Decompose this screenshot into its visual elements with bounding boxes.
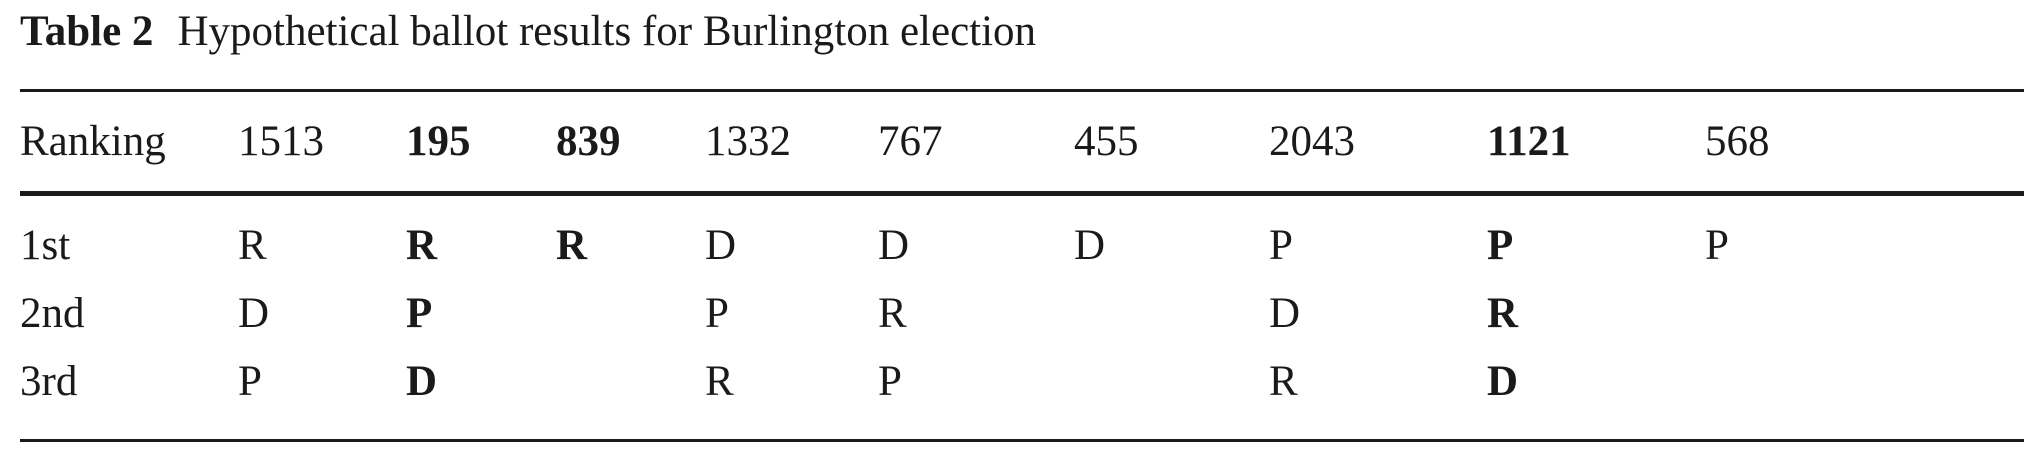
table-cell: D — [705, 221, 737, 269]
table-cell: R — [406, 221, 438, 269]
table-cell: P — [1269, 221, 1293, 269]
ballot-results-table: Ranking 1513 195 839 1332 767 455 2043 1… — [20, 92, 1785, 415]
row-spacer — [20, 191, 1785, 211]
table-cell: P — [878, 357, 902, 405]
top-rule — [20, 89, 2024, 92]
table-cell: R — [556, 221, 588, 269]
header-cell-ballot-count: 195 — [406, 118, 471, 165]
table-cell — [1705, 279, 1785, 347]
header-cell-ballot-count: 1332 — [705, 118, 791, 165]
table-cell — [556, 279, 705, 347]
table-cell: R — [1487, 289, 1519, 337]
table-cell: D — [878, 221, 910, 269]
table-cell: P — [1487, 221, 1514, 269]
header-cell-ballot-count: 1121 — [1487, 118, 1571, 165]
table-cell: D — [406, 357, 438, 405]
table-row: 3rd P D R P R D — [20, 347, 1785, 415]
header-cell-ranking: Ranking — [20, 118, 166, 165]
table-cell: P — [238, 357, 262, 405]
table-caption: Table 2 Hypothetical ballot results for B… — [20, 6, 1036, 58]
rank-label: 3rd — [20, 357, 78, 405]
rank-label: 2nd — [20, 289, 85, 337]
table-cell: D — [1074, 221, 1106, 269]
table-cell: P — [406, 289, 433, 337]
header-cell-ballot-count: 455 — [1074, 118, 1139, 165]
table-cell: P — [1705, 221, 1729, 269]
header-cell-ballot-count: 839 — [556, 118, 621, 165]
bottom-rule — [20, 439, 2024, 442]
header-rule — [20, 191, 2024, 196]
rank-label: 1st — [20, 221, 71, 269]
table-cell: D — [1269, 289, 1301, 337]
header-cell-ballot-count: 1513 — [238, 118, 324, 165]
table-cell: D — [238, 289, 270, 337]
header-cell-ballot-count: 2043 — [1269, 118, 1355, 165]
header-cell-ballot-count: 767 — [878, 118, 943, 165]
table-cell: P — [705, 289, 729, 337]
table-number: Table 2 — [20, 8, 154, 55]
table-row: 2nd D P P R D R — [20, 279, 1785, 347]
table-cell: R — [238, 221, 267, 269]
table-cell — [1074, 279, 1269, 347]
table-cell — [556, 347, 705, 415]
table-cell: R — [878, 289, 907, 337]
header-row: Ranking 1513 195 839 1332 767 455 2043 1… — [20, 92, 1785, 191]
table-cell: R — [1269, 357, 1298, 405]
table-cell — [1705, 347, 1785, 415]
table-cell: D — [1487, 357, 1519, 405]
table-row: 1st R R R D D D P P P — [20, 211, 1785, 279]
table-title: Hypothetical ballot results for Burlingt… — [177, 8, 1037, 55]
table-cell: R — [705, 357, 734, 405]
table-cell — [1074, 347, 1269, 415]
header-cell-ballot-count: 568 — [1705, 118, 1770, 165]
